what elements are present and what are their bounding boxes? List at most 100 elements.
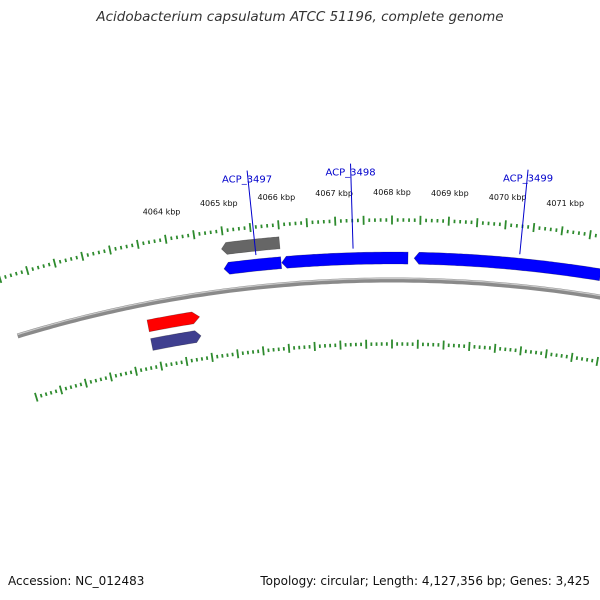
inner-tick: [52, 258, 57, 268]
inner-tick: [187, 233, 190, 238]
outer-tick: [159, 361, 164, 371]
inner-tick: [583, 232, 586, 236]
inner-tick: [136, 239, 140, 249]
outer-tick: [200, 357, 204, 361]
gene-label-0[interactable]: ACP_3497: [222, 175, 272, 186]
outer-tick: [195, 357, 199, 362]
inner-tick: [0, 275, 3, 284]
outer-tick: [575, 356, 579, 361]
outer-tick: [79, 382, 83, 387]
outer-tick: [170, 362, 173, 367]
inner-tick: [153, 239, 156, 244]
outer-tick: [591, 358, 594, 363]
scale-label-1: 4065 kbp: [200, 199, 238, 208]
inner-tick: [588, 230, 592, 240]
inner-tick: [75, 255, 79, 260]
outer-tick: [99, 377, 103, 382]
outer-tick: [94, 378, 98, 383]
outer-tick: [595, 356, 599, 367]
outer-tick: [580, 357, 584, 361]
outer-tick: [58, 385, 64, 395]
outer-tick: [69, 385, 73, 390]
scale-label-5: 4069 kbp: [431, 189, 469, 198]
outer-tick: [261, 346, 265, 356]
outer-tick: [39, 393, 43, 398]
scale-label-0: 4064 kbp: [143, 208, 181, 217]
outer-tick: [210, 352, 214, 362]
outer-tick: [185, 356, 189, 367]
outer-tick: [313, 341, 316, 352]
outer-tick: [144, 367, 148, 372]
inner-tick: [114, 246, 117, 251]
inner-tick: [25, 266, 30, 276]
outer-tick: [205, 356, 209, 361]
outer-tick: [109, 372, 113, 382]
inner-tick: [594, 233, 597, 238]
gene-arrow-3[interactable]: [221, 236, 281, 255]
backbone-highlight: [17, 277, 600, 336]
outer-tick: [585, 357, 589, 362]
outer-tick: [83, 378, 88, 388]
inner-tick: [142, 241, 145, 246]
outer-tick: [54, 389, 58, 394]
gene-arrow-4[interactable]: [281, 251, 409, 269]
outer-tick: [570, 352, 574, 362]
outer-tick: [124, 371, 128, 376]
inner-tick: [198, 232, 201, 236]
inner-tick: [86, 253, 90, 257]
outer-tick: [134, 366, 138, 376]
inner-tick: [108, 245, 112, 255]
outer-tick-ring: [34, 339, 599, 402]
inner-tick: [64, 258, 67, 263]
inner-tick: [560, 226, 564, 236]
reverse-strand-genes: [221, 236, 600, 282]
inner-tick: [131, 243, 134, 248]
inner-tick: [4, 275, 7, 279]
outer-tick: [216, 354, 219, 359]
outer-tick: [190, 358, 193, 363]
outer-tick: [44, 392, 48, 397]
genome-summary-text: Topology: circular; Length: 4,127,356 bp…: [260, 574, 590, 588]
inner-tick: [125, 244, 128, 249]
inner-tick: [532, 222, 536, 233]
gene-arrow-0[interactable]: [150, 330, 202, 351]
inner-tick: [92, 251, 95, 256]
outer-tick: [114, 373, 118, 378]
outer-tick: [149, 366, 153, 370]
inner-tick: [147, 240, 151, 245]
outer-tick: [544, 349, 548, 359]
inner-tick: [9, 273, 13, 278]
outer-tick: [236, 349, 240, 359]
kbp-scale: 4064 kbp 4065 kbp 4066 kbp 4067 kbp 4068 kbp…: [143, 188, 584, 217]
inner-tick: [164, 234, 168, 244]
scale-label-6: 4070 kbp: [489, 193, 527, 202]
gene-arrow-2[interactable]: [223, 256, 283, 275]
inner-tick: [305, 218, 308, 228]
inner-tick: [69, 257, 73, 261]
gene-arrow-1[interactable]: [146, 311, 201, 333]
accession-text: Accession: NC_012483: [8, 574, 145, 588]
backbone-arc: [16, 277, 600, 339]
inner-tick: [277, 220, 280, 230]
inner-tick: [158, 238, 162, 243]
inner-tick: [504, 220, 507, 230]
inner-tick: [80, 251, 85, 261]
outer-tick: [519, 346, 523, 356]
inner-tick: [36, 265, 40, 270]
outer-tick: [175, 361, 178, 366]
outer-tick: [34, 392, 39, 402]
outer-tick: [64, 386, 68, 391]
outer-tick: [180, 360, 183, 365]
inner-tick: [248, 222, 252, 233]
inner-tick: [97, 250, 101, 255]
gene-arrow-5[interactable]: [413, 252, 600, 282]
gene-label-1[interactable]: ACP_3498: [325, 168, 375, 179]
scale-label-7: 4071 kbp: [546, 199, 584, 208]
inner-tick: [181, 234, 184, 239]
outer-tick: [155, 365, 158, 369]
gene-label-2[interactable]: ACP_3499: [503, 174, 553, 185]
gene-leader-2: [519, 169, 529, 255]
gene-labels: ACP_3497 ACP_3498 ACP_3499: [222, 163, 553, 256]
outer-tick: [139, 368, 143, 373]
